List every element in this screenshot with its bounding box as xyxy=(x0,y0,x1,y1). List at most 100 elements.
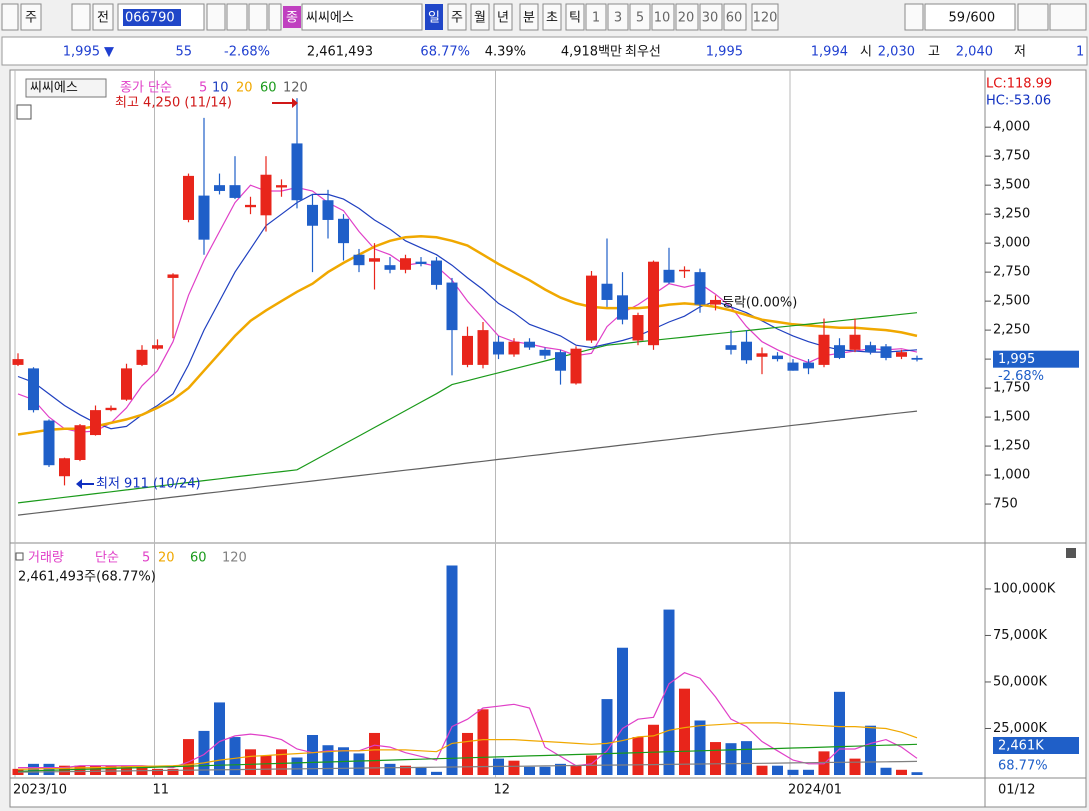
high-label: 고 xyxy=(928,45,940,60)
interval-label[interactable]: 30 xyxy=(702,11,719,26)
interval-button[interactable] xyxy=(699,3,723,31)
period-label[interactable]: 분 xyxy=(523,11,535,26)
volume-bar xyxy=(911,772,923,775)
dropdown[interactable] xyxy=(268,3,282,31)
grid xyxy=(14,70,791,778)
candle-body xyxy=(121,368,132,400)
ma-line xyxy=(17,193,918,430)
volume-bar xyxy=(446,565,458,775)
interval-button[interactable] xyxy=(723,3,747,31)
volume-subtitle: 2,461,493주(68.77%) xyxy=(18,570,156,585)
candle-body xyxy=(446,282,458,331)
low-label: 저 xyxy=(1014,45,1026,60)
period-button[interactable] xyxy=(493,3,513,31)
legend-entry: 10 xyxy=(212,81,229,96)
interval-button[interactable] xyxy=(585,3,607,31)
x-tick-label: 12 xyxy=(494,783,511,798)
volume-bar xyxy=(400,765,411,775)
period-button[interactable] xyxy=(542,3,562,31)
ma-line xyxy=(17,184,918,433)
legend-box[interactable] xyxy=(25,78,107,98)
ma-line xyxy=(17,410,918,516)
dropdown[interactable] xyxy=(71,3,91,31)
candle-body xyxy=(772,355,783,360)
interval-button[interactable] xyxy=(675,3,699,31)
interval-label[interactable]: 5 xyxy=(636,11,644,26)
volume-bar xyxy=(756,765,768,775)
volume-bar xyxy=(617,647,628,775)
y-tick-label: 2,500 xyxy=(993,294,1030,309)
candle-body xyxy=(849,334,861,350)
candle-body xyxy=(229,185,241,198)
period-label[interactable]: 일 xyxy=(428,11,440,26)
volume-bar xyxy=(43,763,55,775)
period-label[interactable]: 년 xyxy=(497,11,509,26)
candle-body xyxy=(152,345,163,349)
name-box[interactable] xyxy=(301,3,423,31)
interval-label[interactable]: 1 xyxy=(592,11,600,26)
code[interactable]: 066790 xyxy=(125,11,175,26)
legend-entry: 120 xyxy=(222,551,247,566)
candle-body xyxy=(12,359,24,365)
candle-body xyxy=(43,420,55,466)
volume-bar xyxy=(105,765,117,775)
interval-button[interactable] xyxy=(651,3,675,31)
prev[interactable]: 전 xyxy=(97,11,109,26)
best-label: 최우선 xyxy=(625,45,661,60)
turnover: 4.39% xyxy=(485,45,526,60)
period-label[interactable]: 주 xyxy=(451,11,463,26)
period-button[interactable] xyxy=(470,3,490,31)
volume-bar xyxy=(539,766,551,775)
dropdown[interactable] xyxy=(904,3,924,31)
legend-entry: 120 xyxy=(283,81,308,96)
period-button[interactable] xyxy=(565,3,585,31)
candle-body xyxy=(880,346,892,358)
candle-body xyxy=(74,425,86,460)
period-label[interactable]: 월 xyxy=(474,11,486,26)
interval-button[interactable] xyxy=(607,3,629,31)
last-date: 01/12 xyxy=(998,783,1035,798)
period-button[interactable] xyxy=(519,3,539,31)
candle-body xyxy=(245,204,256,208)
interval-button[interactable] xyxy=(629,3,651,31)
y-tick-label: 3,000 xyxy=(993,236,1030,251)
candle-body xyxy=(400,258,411,270)
menu-icon[interactable] xyxy=(1,3,19,31)
panel-close[interactable] xyxy=(1066,548,1076,558)
volume-bar xyxy=(198,730,210,775)
y-tick-label: 3,250 xyxy=(993,207,1030,222)
y-tick-label: 25,000K xyxy=(993,721,1047,736)
interval-label[interactable]: 10 xyxy=(654,11,671,26)
prev-box[interactable] xyxy=(92,3,114,31)
period-label[interactable]: 틱 xyxy=(569,11,581,26)
count: 59 xyxy=(948,11,965,26)
tool-button[interactable] xyxy=(1017,3,1049,31)
table-icon[interactable] xyxy=(16,104,32,120)
volume-bar xyxy=(508,760,520,775)
candle-body xyxy=(555,352,566,371)
sound-button[interactable] xyxy=(248,3,268,31)
period-label[interactable]: 초 xyxy=(546,11,558,26)
market[interactable]: 주 xyxy=(25,11,37,26)
interval-button[interactable] xyxy=(751,3,779,31)
lc: LC:118.99 xyxy=(986,77,1052,92)
candle-body xyxy=(679,269,690,272)
volume-bar xyxy=(152,768,163,775)
legend-title: 씨씨에스 xyxy=(30,81,78,96)
volume-bar xyxy=(214,702,225,775)
last-volume-box xyxy=(993,737,1079,754)
interval-label[interactable]: 20 xyxy=(678,11,695,26)
period-button[interactable] xyxy=(447,3,467,31)
search-button[interactable] xyxy=(226,3,248,31)
y-tick-label: 1,000 xyxy=(993,468,1030,483)
market-box[interactable] xyxy=(20,3,42,31)
tool-button[interactable] xyxy=(1049,3,1087,31)
count-box[interactable] xyxy=(924,3,1016,31)
ma-line xyxy=(17,312,918,504)
legend-entry: 5 xyxy=(199,81,207,96)
interval-label[interactable]: 3 xyxy=(614,11,622,26)
interval-label[interactable]: 60 xyxy=(726,11,743,26)
dropdown[interactable] xyxy=(206,3,226,31)
interval-label[interactable]: 120 xyxy=(753,11,778,26)
